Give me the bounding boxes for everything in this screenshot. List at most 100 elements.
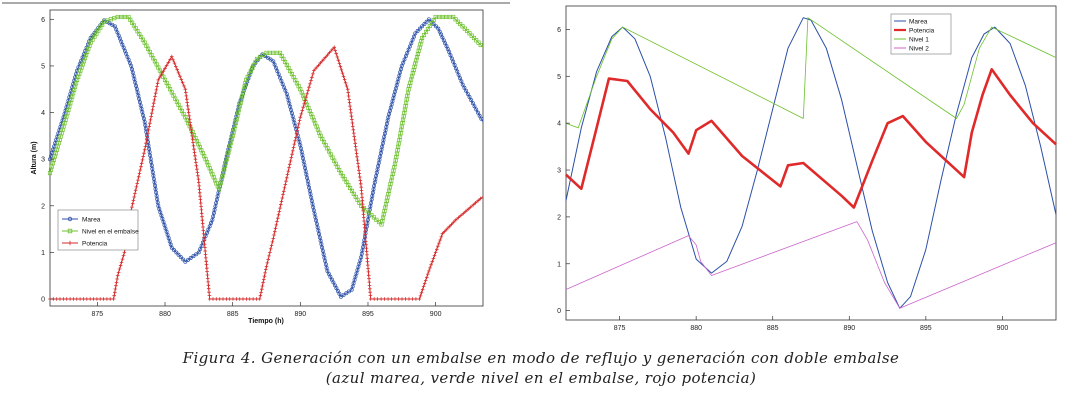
data-point-0-nivel-en-el-embalse-210 xyxy=(364,208,369,213)
data-point-0-marea-136 xyxy=(209,221,213,225)
data-point-0-potencia-345 xyxy=(417,297,422,301)
data-point-0-potencia-46 xyxy=(130,205,134,209)
data-point-0-potencia-355 xyxy=(428,266,432,270)
data-point-0-potencia-159 xyxy=(206,280,210,284)
data-point-0-potencia-298 xyxy=(359,185,363,189)
data-point-0-potencia-276 xyxy=(349,111,353,115)
data-point-0-potencia-137 xyxy=(199,204,203,209)
data-point-0-potencia-54 xyxy=(136,178,140,182)
data-point-0-marea-266 xyxy=(341,292,346,297)
data-point-0-potencia-260 xyxy=(336,58,341,62)
data-point-0-potencia-67 xyxy=(145,134,150,139)
data-point-0-marea-52 xyxy=(117,36,122,41)
data-point-0-marea-116 xyxy=(169,245,174,250)
data-point-0-nivel-en-el-embalse-212 xyxy=(369,213,374,218)
data-point-0-potencia-279 xyxy=(350,121,355,125)
y-tick-label-1-4: 4 xyxy=(557,121,561,128)
data-point-0-potencia-14 xyxy=(95,297,99,301)
x-tick-label-1-880: 880 xyxy=(690,325,702,332)
x-tick-label-1-890: 890 xyxy=(843,325,855,332)
data-point-0-marea-265 xyxy=(338,294,343,299)
data-point-0-potencia-125 xyxy=(194,164,199,168)
data-point-0-potencia-220 xyxy=(288,159,293,163)
data-point-0-potencia-296 xyxy=(358,178,363,183)
data-point-0-potencia-162 xyxy=(207,290,211,294)
data-point-0-potencia-193 xyxy=(268,250,272,255)
data-point-0-potencia-176 xyxy=(247,297,252,301)
data-point-0-potencia-145 xyxy=(201,232,206,236)
data-point-0-potencia-69 xyxy=(146,128,151,132)
data-point-0-marea-50 xyxy=(115,30,120,35)
data-point-0-potencia-321 xyxy=(366,263,370,267)
data-point-0-nivel-en-el-embalse-292 xyxy=(469,33,474,38)
data-point-0-potencia-287 xyxy=(354,148,358,152)
data-point-0-marea-192 xyxy=(271,59,276,64)
data-point-0-potencia-31 xyxy=(120,257,125,261)
data-point-0-potencia-273 xyxy=(347,100,352,105)
y-tick-label-0-2: 2 xyxy=(41,203,45,210)
y-tick-label-0-1: 1 xyxy=(41,250,45,257)
data-point-0-potencia-25 xyxy=(115,277,119,281)
data-point-0-potencia-294 xyxy=(357,171,362,176)
data-point-0-marea-373 xyxy=(458,76,462,81)
data-point-0-potencia-89 xyxy=(164,63,169,68)
data-point-0-marea-345 xyxy=(410,37,415,42)
data-point-0-potencia-131 xyxy=(197,184,201,188)
data-point-0-marea-352 xyxy=(424,19,429,24)
data-point-0-marea-195 xyxy=(275,69,280,74)
data-point-0-potencia-377 xyxy=(466,207,470,211)
data-point-0-potencia-71 xyxy=(148,121,152,125)
data-point-0-potencia-289 xyxy=(355,155,359,159)
data-point-0-marea-346 xyxy=(412,34,416,39)
data-point-0-potencia-180 xyxy=(258,293,263,298)
data-point-0-marea-31 xyxy=(80,55,85,60)
data-point-0-marea-245 xyxy=(317,232,322,236)
data-point-0-potencia-235 xyxy=(300,108,305,113)
data-point-0-marea-343 xyxy=(407,44,412,49)
data-point-0-potencia-213 xyxy=(283,182,288,187)
data-point-0-potencia-316 xyxy=(364,246,369,250)
data-point-0-marea-356 xyxy=(434,24,438,29)
data-point-0-potencia-236 xyxy=(301,105,305,109)
data-point-0-potencia-221 xyxy=(289,155,294,160)
data-point-0-marea-258 xyxy=(328,274,333,279)
x-tick-label-0-885: 885 xyxy=(227,311,239,318)
data-point-0-marea-275 xyxy=(355,268,360,273)
data-point-0-marea-339 xyxy=(402,57,407,62)
data-point-0-marea-200 xyxy=(282,85,287,90)
data-point-0-potencia-201 xyxy=(274,223,279,227)
data-point-0-potencia-247 xyxy=(312,68,316,73)
data-point-0-nivel-en-el-embalse-286 xyxy=(455,19,460,24)
data-point-0-potencia-109 xyxy=(186,110,191,115)
legend-label-nivel-1: Nivel 1 xyxy=(909,37,929,44)
data-point-0-potencia-336 xyxy=(386,297,390,301)
data-point-0-potencia-339 xyxy=(396,297,401,301)
data-point-0-potencia-313 xyxy=(363,236,368,240)
data-point-0-marea-129 xyxy=(199,243,204,248)
legend-label-nivel-2: Nivel 2 xyxy=(909,46,929,53)
data-point-0-potencia-73 xyxy=(149,114,153,119)
data-point-0-potencia-234 xyxy=(299,112,304,116)
legend-right: Marea Potencia Nivel 1 Nivel 2 xyxy=(890,13,952,55)
data-point-0-marea-376 xyxy=(462,85,467,90)
data-point-0-potencia-231 xyxy=(297,122,301,126)
data-point-0-potencia-335 xyxy=(382,297,387,301)
data-point-0-potencia-16 xyxy=(101,297,106,301)
data-point-0-potencia-175 xyxy=(244,297,249,301)
data-point-0-marea-369 xyxy=(452,63,457,67)
data-point-0-potencia-157 xyxy=(205,273,210,277)
data-point-0-potencia-290 xyxy=(355,158,360,162)
data-point-0-potencia-107 xyxy=(185,104,190,108)
data-point-0-potencia-2 xyxy=(54,297,59,301)
y-tick-label-0-0: 0 xyxy=(41,297,45,304)
data-point-0-potencia-318 xyxy=(365,253,369,257)
data-point-0-potencia-118 xyxy=(191,140,195,145)
data-point-0-potencia-62 xyxy=(142,151,146,155)
data-point-0-potencia-94 xyxy=(172,61,177,65)
data-point-0-potencia-292 xyxy=(356,165,361,169)
data-point-0-potencia-209 xyxy=(280,196,285,200)
data-point-0-potencia-184 xyxy=(261,280,265,285)
data-point-0-potencia-86 xyxy=(159,72,164,76)
data-point-0-potencia-142 xyxy=(200,221,205,226)
data-point-0-potencia-370 xyxy=(449,222,454,227)
